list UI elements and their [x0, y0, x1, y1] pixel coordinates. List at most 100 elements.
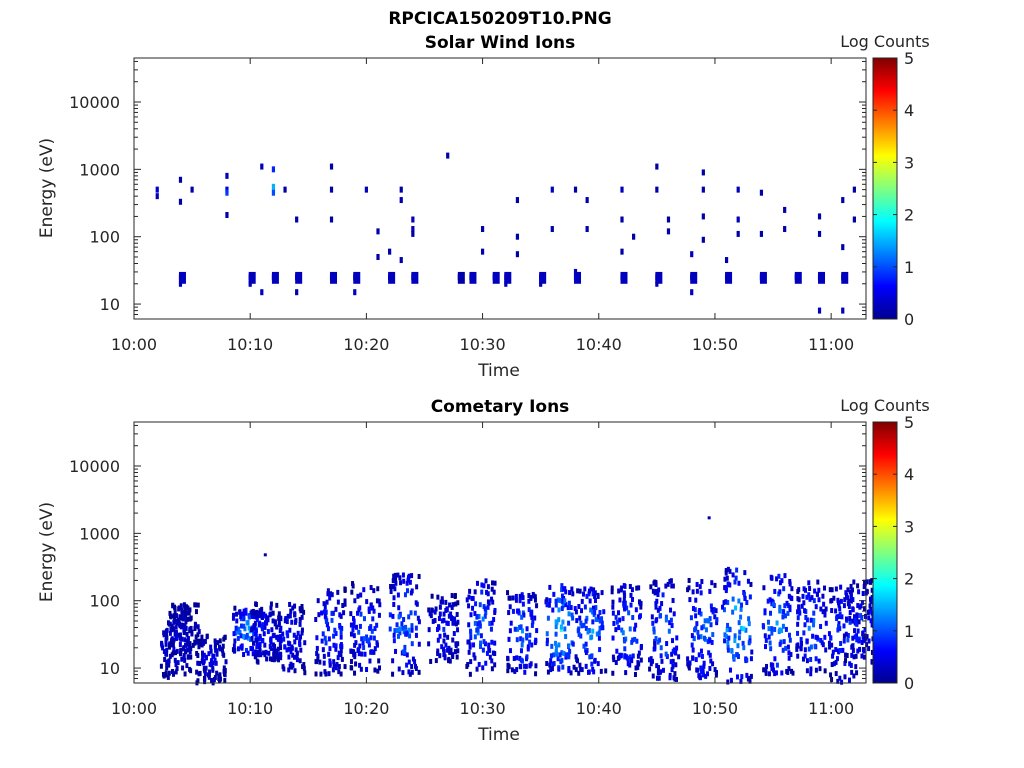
data-cell: [511, 608, 515, 614]
data-cell: [850, 652, 854, 658]
data-cell: [612, 657, 616, 663]
data-cell: [490, 596, 494, 602]
data-cell: [770, 626, 774, 632]
data-cell: [726, 566, 730, 572]
data-cell: [530, 614, 534, 620]
data-cell: [534, 637, 538, 643]
data-cell: [770, 630, 774, 636]
data-cell: [668, 578, 672, 584]
data-cell: [279, 645, 283, 651]
data-cell: [854, 664, 858, 670]
data-cell: [739, 625, 743, 631]
data-cell: [863, 580, 867, 586]
data-cell: [367, 606, 371, 612]
data-cell: [649, 656, 653, 662]
data-cell: [610, 585, 614, 591]
data-cell: [735, 652, 739, 658]
data-cell: [709, 603, 713, 609]
data-cell: [266, 629, 270, 635]
data-cell: [588, 654, 592, 660]
data-cell: [258, 641, 262, 647]
data-cell: [417, 619, 421, 625]
data-cell: [322, 660, 326, 666]
data-cell: [402, 629, 406, 635]
data-cell: [736, 653, 740, 659]
data-cell: [449, 611, 453, 617]
data-cell: [591, 619, 595, 625]
data-cell: [689, 615, 693, 621]
data-cell: [242, 633, 246, 639]
data-cell: [370, 649, 374, 655]
data-cell: [329, 163, 334, 170]
data-cell: [778, 589, 782, 595]
data-cell: [578, 662, 582, 668]
data-cell: [293, 639, 297, 645]
data-cell: [740, 602, 744, 608]
data-cell: [630, 587, 634, 593]
data-cell: [285, 619, 289, 625]
data-cell: [577, 632, 581, 638]
data-cell: [574, 654, 578, 660]
data-cell: [320, 638, 324, 644]
data-cell: [417, 573, 421, 579]
data-cell: [649, 584, 653, 590]
data-cell: [762, 585, 766, 591]
data-cell: [582, 643, 586, 649]
data-cell: [834, 586, 838, 592]
data-cell: [661, 592, 665, 598]
data-cell: [295, 216, 299, 223]
data-cell: [473, 589, 477, 595]
data-cell: [629, 657, 633, 663]
data-cell: [724, 588, 728, 594]
data-cell: [749, 581, 753, 587]
data-cell: [214, 642, 218, 648]
data-cell: [159, 663, 163, 669]
data-cell: [270, 657, 274, 663]
data-cell: [243, 626, 247, 632]
data-cell: [854, 653, 858, 659]
data-cell: [244, 610, 248, 616]
data-cell: [336, 655, 340, 661]
data-cell: [478, 602, 482, 608]
data-cell: [339, 648, 343, 654]
data-cell: [493, 640, 497, 646]
data-cell: [403, 644, 407, 650]
data-cell: [652, 629, 656, 635]
data-cell: [582, 622, 586, 628]
data-cell: [481, 616, 485, 622]
data-cell: [271, 610, 275, 616]
data-cell: [747, 621, 751, 627]
data-cell: [623, 583, 627, 589]
data-cell: [255, 639, 259, 645]
data-cell: [834, 659, 838, 665]
data-cell: [700, 625, 704, 631]
colorbar-tick-label: 3: [904, 517, 914, 536]
data-cell: [824, 647, 828, 653]
data-cell: [242, 611, 246, 617]
data-cell: [764, 668, 768, 674]
data-cell: [552, 652, 556, 658]
data-cell: [630, 596, 634, 602]
data-cell: [695, 581, 699, 587]
colorbar-gradient: [872, 57, 898, 320]
data-cell: [623, 638, 627, 644]
data-cell: [580, 667, 584, 673]
data-cell: [618, 617, 622, 623]
data-cell: [275, 624, 279, 630]
data-cell: [594, 616, 598, 622]
data-cell: [330, 617, 334, 623]
data-cell: [475, 666, 479, 672]
data-cell: [508, 595, 512, 601]
data-cell: [446, 152, 450, 159]
data-cell: [725, 271, 733, 284]
data-cell: [671, 638, 675, 644]
data-cell: [635, 638, 639, 644]
data-cell: [178, 198, 183, 205]
data-cell: [398, 630, 402, 636]
data-cell: [490, 620, 494, 626]
data-cell: [327, 671, 331, 677]
data-cell: [856, 648, 860, 654]
data-cell: [271, 183, 276, 190]
data-cell: [747, 675, 751, 681]
data-cell: [405, 652, 409, 658]
